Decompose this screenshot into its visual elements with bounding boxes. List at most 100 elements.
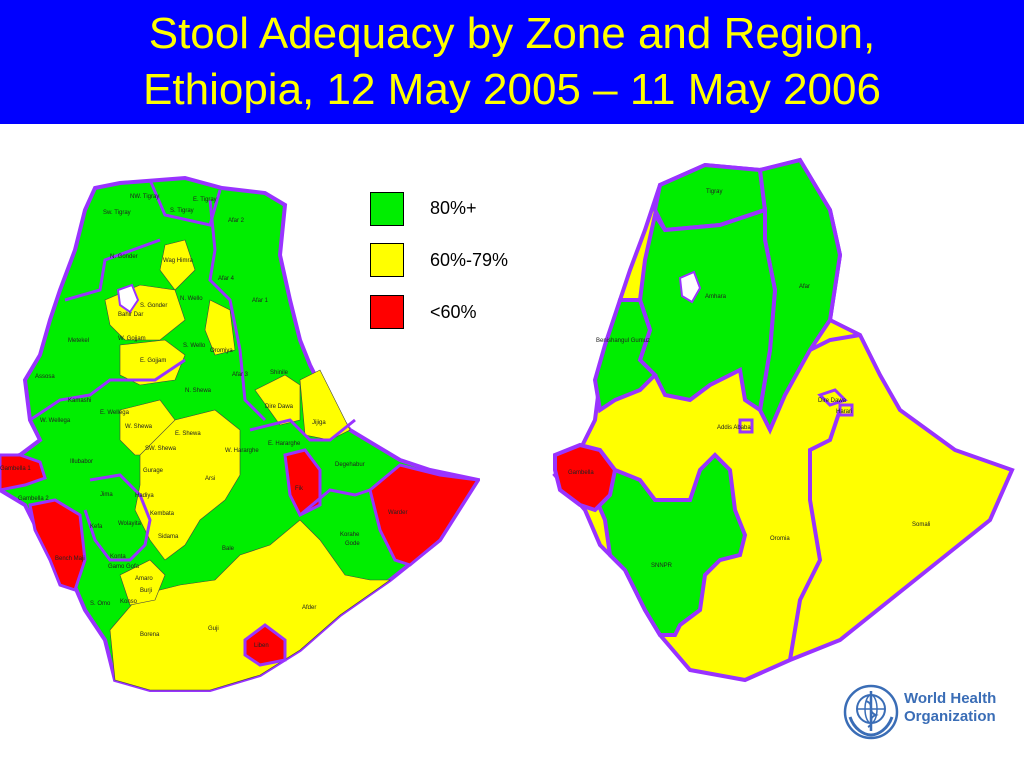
- zone-label: E. Hararghe: [268, 441, 301, 447]
- zone-label: Gurage: [143, 468, 164, 474]
- zone-label: Arsi: [205, 476, 215, 482]
- region-label: Harari: [836, 409, 852, 415]
- zone-label: Hadiya: [135, 493, 154, 499]
- legend-label-60-79: 60%-79%: [430, 250, 509, 270]
- zone-label: Konta: [110, 554, 126, 560]
- region-somali-border: [788, 333, 861, 661]
- zone-label: Liben: [254, 643, 269, 649]
- zone-bench-maji: [28, 498, 87, 592]
- zone-label: Gambella 2: [18, 496, 49, 502]
- zone-label: Wag Himra: [163, 258, 193, 264]
- zone-label: Jijiga: [312, 420, 326, 426]
- regions-80-plus: [587, 157, 843, 637]
- zone-gambella-1: [0, 453, 47, 492]
- zone-label: Kembata: [150, 511, 175, 517]
- legend-label-80-plus: 80%+: [430, 198, 477, 218]
- zone-label: Amaro: [135, 576, 153, 582]
- zone-label: W. Wellega: [40, 418, 71, 424]
- zone-central-oromia: [134, 409, 241, 561]
- zone-label: W. Hararghe: [225, 448, 259, 454]
- zone-label: Wolayita: [118, 521, 142, 527]
- zone-label: Sidama: [158, 534, 179, 540]
- region-harari: [838, 403, 854, 417]
- zone-label: S. Tigray: [170, 208, 194, 214]
- zone-label: E. Tigray: [193, 197, 217, 203]
- zone-label: Borena: [140, 632, 160, 638]
- who-logo-line-1: World Health: [904, 690, 997, 707]
- zone-label: Oromiya: [210, 348, 233, 354]
- zones-60-79: [104, 239, 391, 691]
- region-dire-dawa: [817, 388, 848, 407]
- zone-label: E. Shewa: [175, 431, 201, 437]
- region-label: Benishangul Gumuz: [596, 338, 650, 344]
- zone-label: Kefa: [90, 524, 103, 530]
- zone-label: Metekel: [68, 338, 89, 344]
- zone-label: Fik: [295, 486, 304, 492]
- zone-label: Shinile: [270, 370, 289, 376]
- zone-wag-himra: [159, 239, 196, 291]
- zone-label: Konso: [120, 599, 138, 605]
- zone-label: Afar 2: [228, 218, 245, 224]
- lake-tana: [678, 270, 702, 304]
- zone-label: N. Wello: [180, 296, 203, 302]
- legend-swatch-red: [370, 295, 404, 329]
- region-label: Addis Ababa: [717, 425, 751, 431]
- zone-label: S. Gonder: [140, 303, 167, 309]
- page-title-line-2: Ethiopia, 12 May 2005 – 11 May 2006: [143, 65, 881, 114]
- zone-label: S. Omo: [90, 601, 111, 607]
- zone-label: Afar 1: [252, 298, 269, 304]
- region-addis: [738, 418, 754, 434]
- zone-label: Guji: [208, 626, 219, 632]
- region-label: Tigray: [706, 189, 722, 195]
- zone-borena-guji-afder: [109, 519, 391, 691]
- region-amhara: [637, 207, 778, 414]
- zone-label: Warder: [388, 510, 407, 516]
- zone-e-gojjam: [119, 339, 186, 386]
- page-title-line-1: Stool Adequacy by Zone and Region,: [148, 9, 876, 58]
- zone-label: N. Shewa: [185, 388, 212, 394]
- legend-swatch-yellow: [370, 243, 404, 277]
- zone-label: Afder: [302, 605, 316, 611]
- region-label: Oromia: [770, 536, 790, 542]
- legend-label-below-60: <60%: [430, 302, 477, 322]
- region-labels: Tigray Afar Amhara Benishangul Gumuz Dir…: [568, 189, 930, 569]
- zone-label: W. Shewa: [125, 424, 153, 430]
- region-label: Gambella: [568, 470, 594, 476]
- zone-label: E. Gojjam: [140, 358, 166, 364]
- region-gambella: [553, 442, 618, 513]
- zone-label: Assosa: [35, 374, 55, 380]
- zone-label: Jima: [100, 492, 113, 498]
- zone-gamo-gofa: [119, 559, 166, 606]
- zone-warder: [368, 463, 480, 567]
- region-label: Afar: [799, 284, 810, 290]
- who-emblem: [843, 684, 899, 740]
- zone-label: S. Wello: [183, 343, 206, 349]
- legend-swatch-green: [370, 192, 404, 226]
- region-borders: [29, 179, 371, 562]
- zone-label: E. Wellega: [100, 410, 130, 416]
- region-label: Amhara: [705, 294, 727, 300]
- zone-label: Sw. Tigray: [103, 210, 131, 216]
- zone-label: Afar 4: [218, 276, 235, 282]
- zone-label: W. Gojjam: [118, 336, 146, 342]
- zone-label: Burji: [140, 588, 152, 594]
- who-logo-line-2: Organization: [904, 708, 996, 725]
- zone-label: Gode: [345, 541, 360, 547]
- region-label: SNNPR: [651, 563, 673, 569]
- region-label: Dire Dawa: [818, 398, 847, 404]
- zone-label: Bahir Dar: [118, 312, 143, 318]
- zone-label: Illubabor: [70, 459, 93, 465]
- zone-label: SW. Shewa: [145, 446, 177, 452]
- zone-label: N. Gonder: [110, 254, 138, 260]
- region-snnpr: [587, 452, 748, 637]
- zone-e-gojjam-south: [204, 299, 236, 356]
- zone-label: Kamashi: [68, 398, 91, 404]
- zone-map: NW. Tigray Sw. Tigray S. Tigray E. Tigra…: [0, 175, 480, 692]
- zone-label: Korahe: [340, 532, 360, 538]
- zone-labels: NW. Tigray Sw. Tigray S. Tigray E. Tigra…: [0, 194, 407, 649]
- zones-below-60: [0, 448, 480, 667]
- zone-label: Afar 3: [232, 372, 249, 378]
- zone-label: Gamo Gofa: [108, 564, 140, 570]
- zone-afar-east: [254, 374, 301, 426]
- region-label: Somali: [912, 522, 930, 528]
